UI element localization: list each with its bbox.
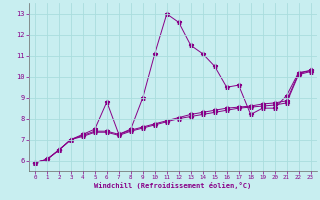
X-axis label: Windchill (Refroidissement éolien,°C): Windchill (Refroidissement éolien,°C)	[94, 182, 251, 189]
